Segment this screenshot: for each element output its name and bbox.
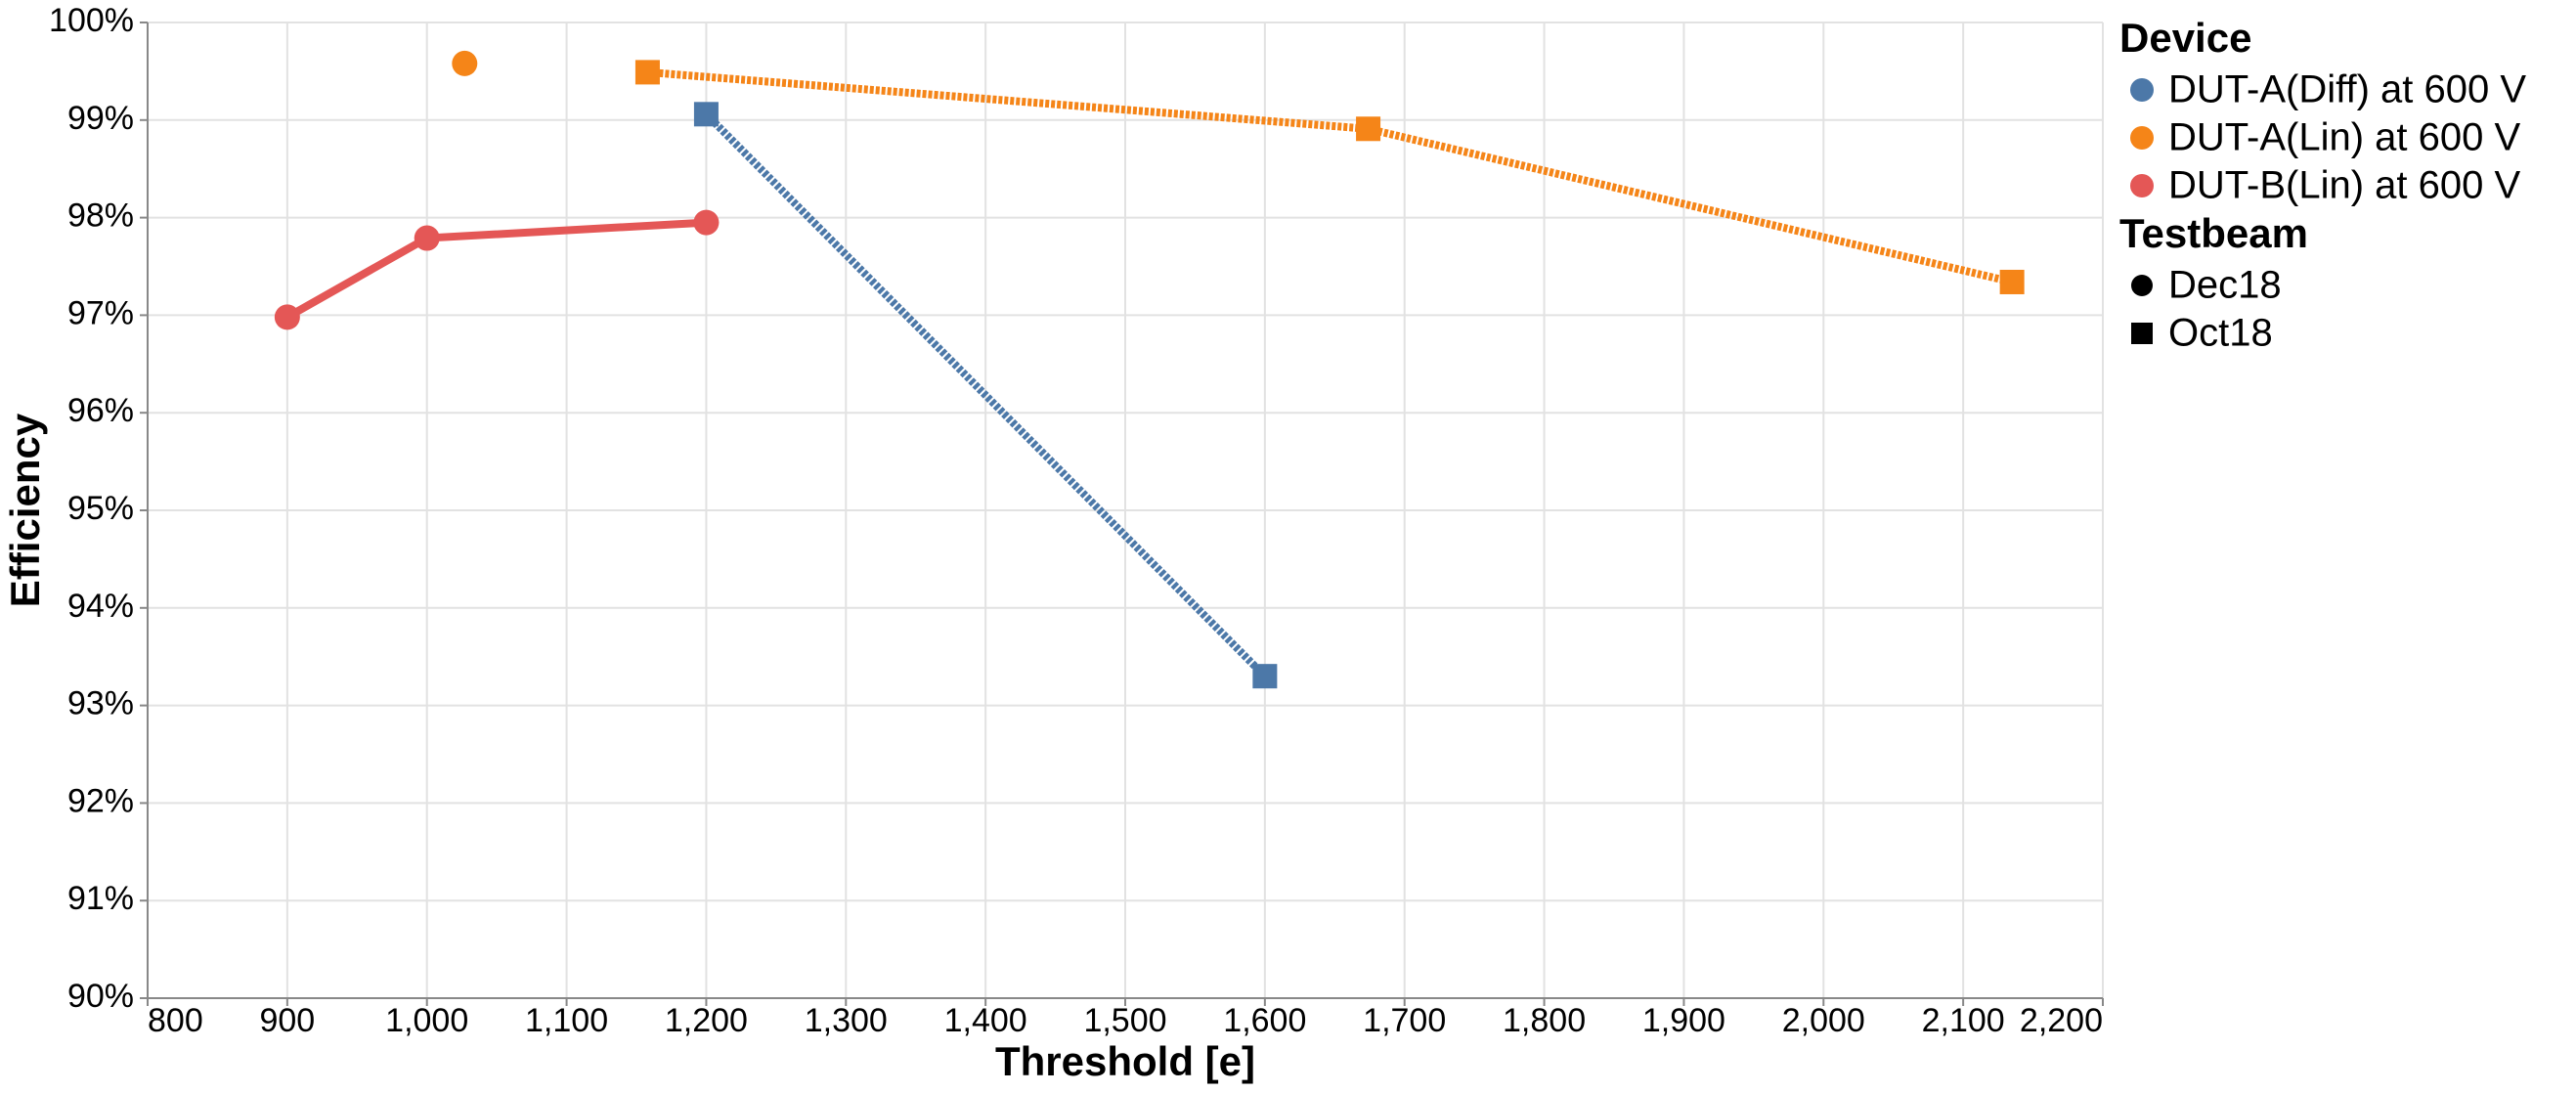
x-axis-title: Threshold [e]: [995, 1038, 1255, 1084]
legend-label: DUT-A(Diff) at 600 V: [2168, 68, 2526, 111]
y-tick-label: 94%: [67, 588, 134, 625]
legend-title: Device: [2119, 15, 2251, 61]
legend-title: Testbeam: [2119, 210, 2308, 256]
y-tick-label: 98%: [67, 197, 134, 235]
y-tick-label: 100%: [49, 2, 134, 39]
legend-label: DUT-A(Lin) at 600 V: [2168, 116, 2520, 159]
y-tick-label: 95%: [67, 490, 134, 527]
marker: [414, 225, 440, 251]
legend-symbol: [2130, 126, 2154, 150]
y-tick-label: 91%: [67, 880, 134, 917]
marker: [2131, 323, 2153, 344]
legend-symbol: [2130, 78, 2154, 102]
y-tick-label: 93%: [67, 685, 134, 722]
x-tick-label: 1,900: [1642, 1002, 1725, 1039]
marker: [1252, 664, 1278, 689]
line: [647, 67, 2014, 286]
y-tick-label: 90%: [67, 978, 134, 1015]
x-tick-label: 2,200: [2020, 1002, 2103, 1039]
x-tick-label: 900: [259, 1002, 315, 1039]
marker: [452, 50, 478, 76]
x-tick-label: 1,100: [525, 1002, 608, 1039]
y-tick-label: 96%: [67, 392, 134, 429]
legend-symbol: [2130, 174, 2154, 197]
y-axis-title: Efficiency: [2, 413, 48, 607]
line: [703, 110, 1268, 679]
x-tick-label: 1,600: [1223, 1002, 1306, 1039]
x-tick-label: 1,300: [805, 1002, 888, 1039]
legend-label: Dec18: [2168, 264, 2282, 307]
y-tick-label: 97%: [67, 294, 134, 331]
y-tick-label: 92%: [67, 782, 134, 819]
line: [284, 218, 707, 321]
x-tick-label: 1,700: [1363, 1002, 1446, 1039]
marker: [693, 102, 719, 127]
y-tick-label: 99%: [67, 100, 134, 137]
x-tick-label: 2,000: [1782, 1002, 1865, 1039]
marker: [1999, 269, 2025, 294]
marker: [693, 209, 720, 236]
x-tick-label: 1,400: [944, 1002, 1027, 1039]
x-tick-label: 2,100: [1922, 1002, 2005, 1039]
marker: [2131, 275, 2153, 296]
x-tick-label: 1,200: [665, 1002, 748, 1039]
legend-label: DUT-B(Lin) at 600 V: [2168, 164, 2520, 207]
marker: [634, 60, 660, 85]
x-tick-label: 800: [148, 1002, 203, 1039]
grid: [147, 22, 2104, 999]
marker: [274, 304, 300, 330]
legend-label: Oct18: [2168, 312, 2273, 355]
x-tick-label: 1,800: [1503, 1002, 1586, 1039]
x-tick-label: 1,500: [1083, 1002, 1166, 1039]
x-tick-label: 1,000: [385, 1002, 468, 1039]
marker: [1356, 116, 1381, 142]
